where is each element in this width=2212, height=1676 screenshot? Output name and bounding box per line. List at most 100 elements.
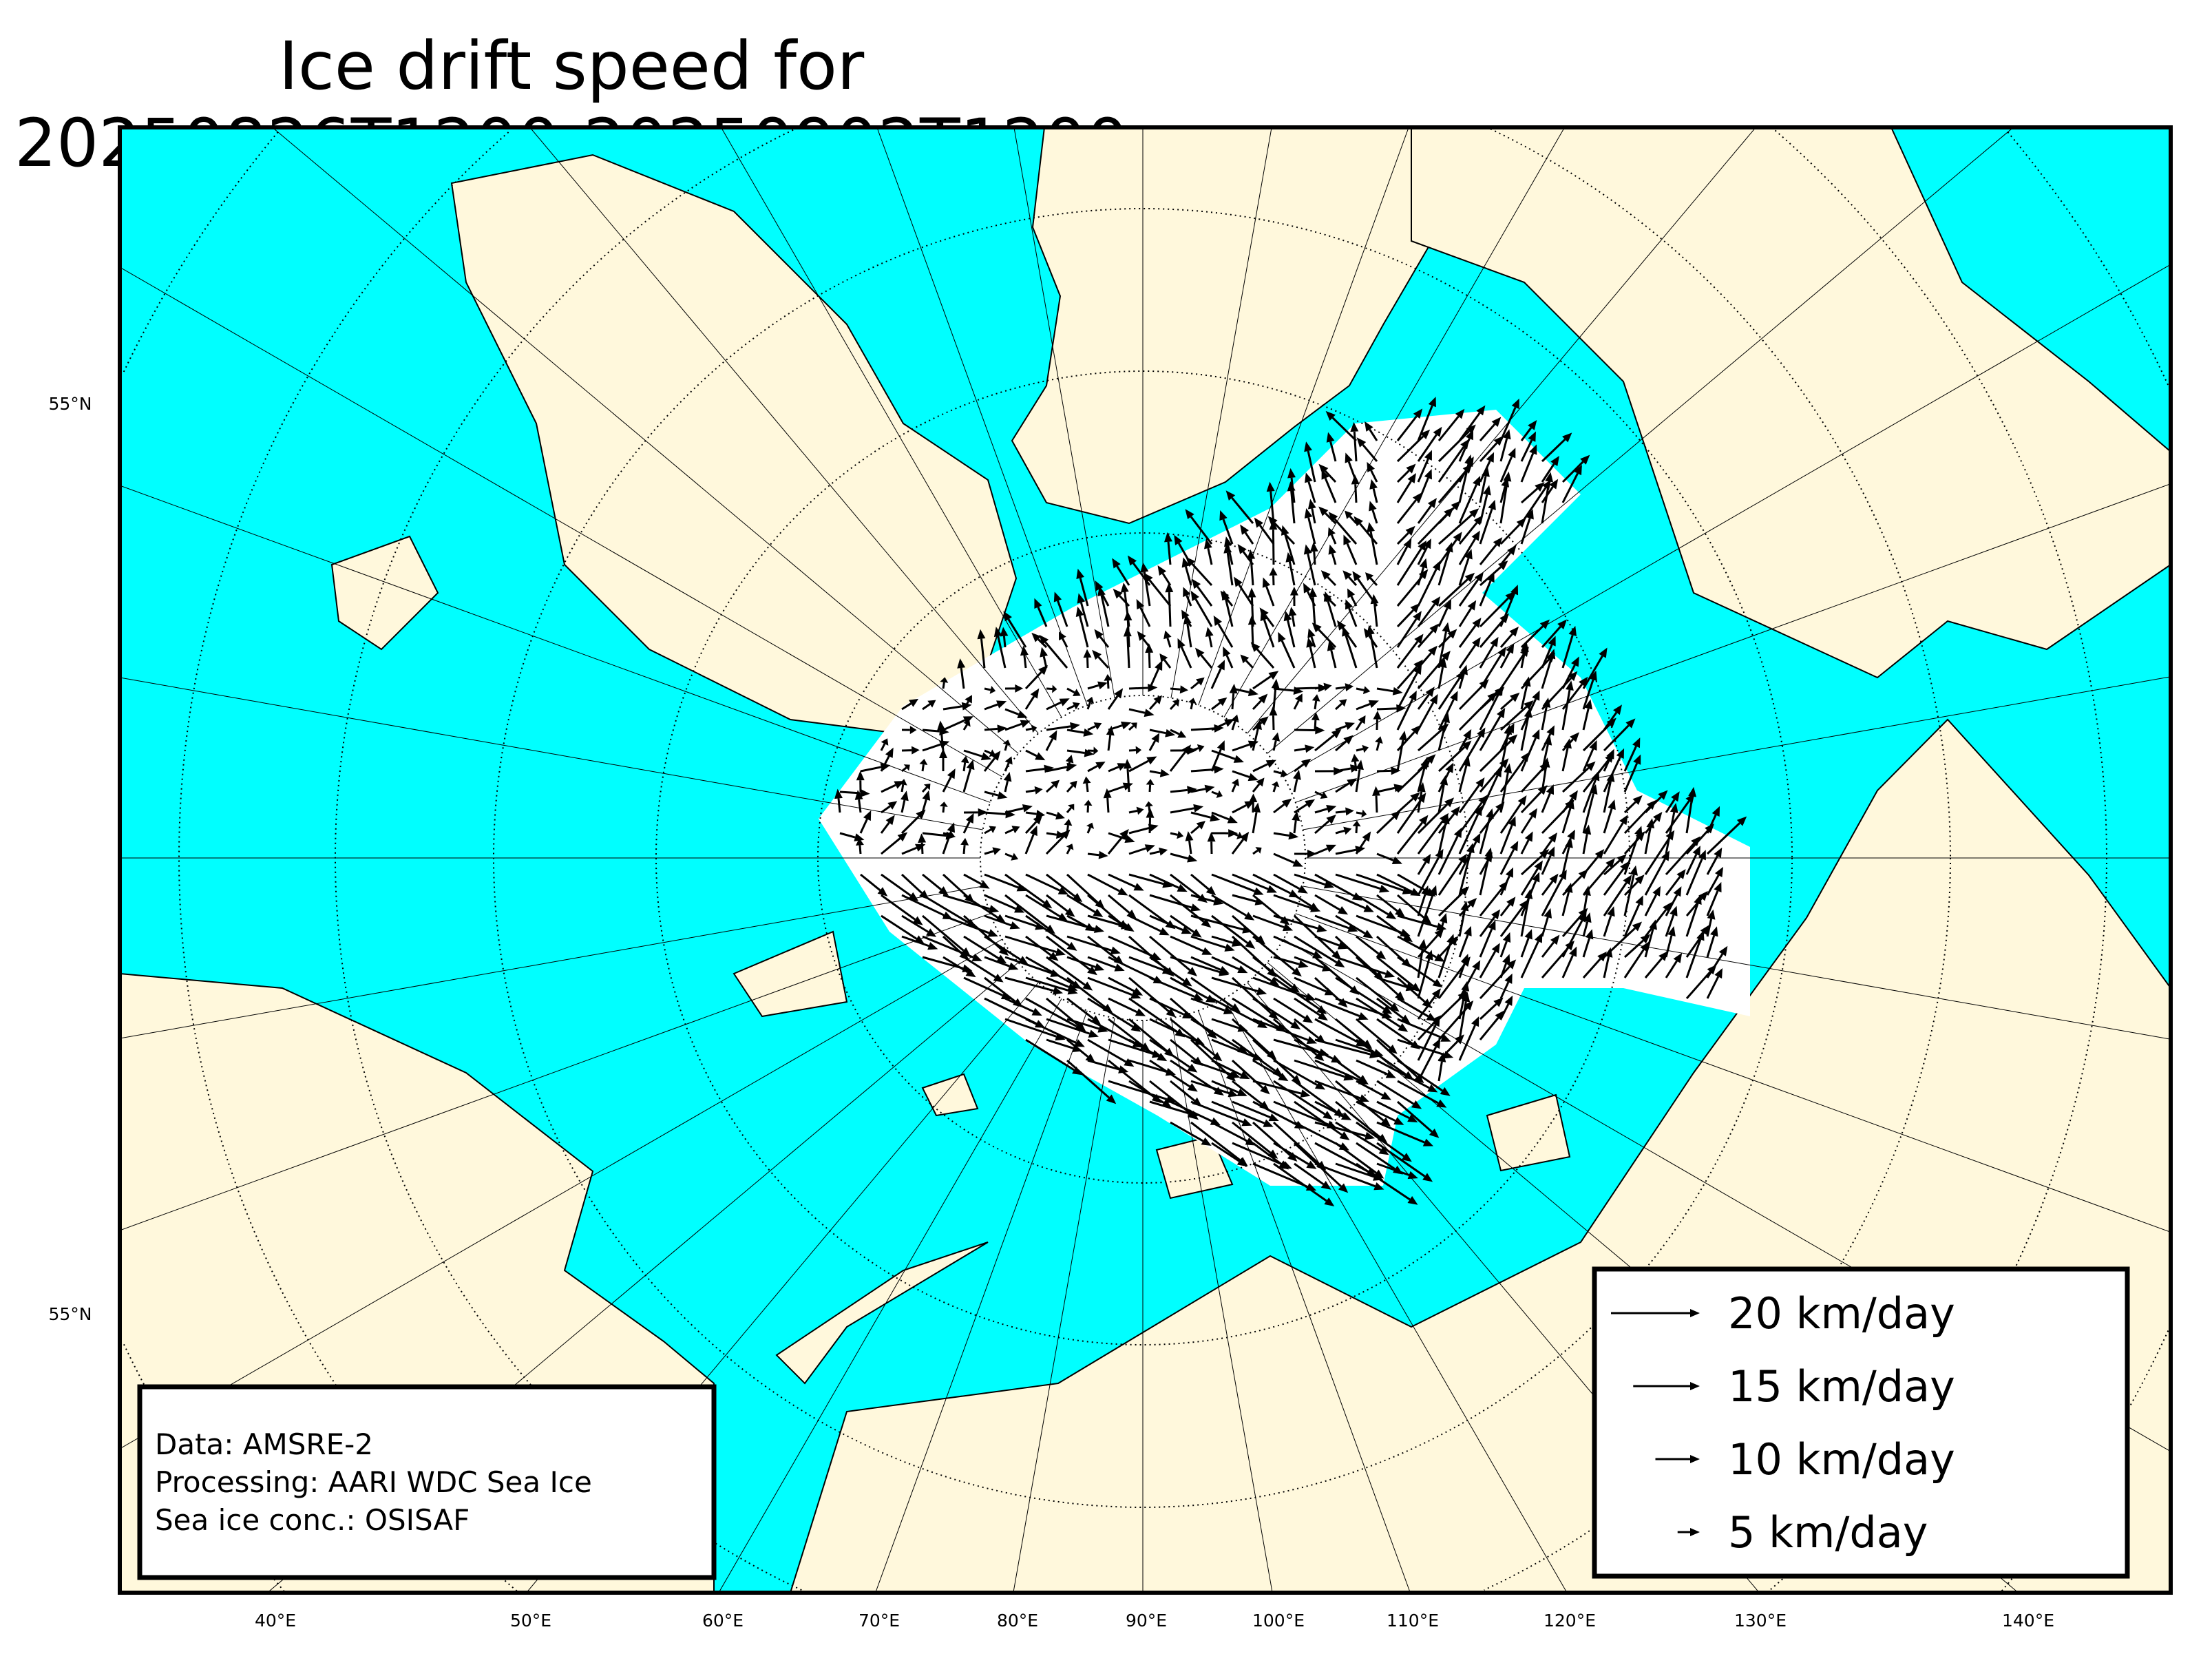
- drift-arrow: [984, 956, 1019, 970]
- drift-arrow: [1376, 784, 1404, 793]
- drift-arrow: [1335, 778, 1358, 793]
- meridian-line: [120, 939, 1002, 1449]
- drift-arrow: [1375, 736, 1383, 751]
- drift-arrow: [898, 779, 907, 793]
- drift-arrow: [1211, 873, 1264, 895]
- meridian-line: [1013, 1018, 1115, 1593]
- drift-arrow: [1665, 836, 1700, 876]
- drift-arrow: [1170, 852, 1198, 863]
- drift-arrow: [1145, 642, 1154, 669]
- drift-arrow: [963, 935, 1007, 964]
- drift-arrow: [1396, 792, 1420, 814]
- drift-arrow: [1355, 760, 1364, 793]
- drift-arrow: [1644, 919, 1657, 958]
- drift-arrow: [940, 677, 949, 689]
- drift-arrow: [834, 788, 843, 813]
- drift-arrow: [942, 914, 998, 937]
- legend-arrow-20: [1611, 1309, 1700, 1317]
- drift-arrow: [901, 764, 910, 773]
- drift-arrow: [984, 724, 1007, 733]
- drift-arrow: [1169, 699, 1180, 711]
- drift-arrow: [1499, 626, 1519, 648]
- meridian-line: [718, 998, 1062, 1593]
- drift-arrow: [1211, 1080, 1247, 1096]
- drift-arrow: [1376, 1162, 1418, 1180]
- drift-arrow: [901, 914, 937, 937]
- drift-arrow: [1136, 598, 1151, 627]
- drift-arrow: [1437, 691, 1458, 731]
- drift-arrow: [1066, 1059, 1117, 1104]
- franz-josef-land: [921, 1073, 979, 1117]
- drift-arrow: [1046, 1018, 1099, 1038]
- drift-arrow: [1356, 437, 1378, 462]
- drift-arrow: [860, 873, 888, 897]
- drift-arrow: [1561, 625, 1577, 669]
- drift-arrow: [1004, 935, 1066, 956]
- drift-arrow: [1685, 930, 1705, 978]
- drift-arrow: [1104, 673, 1113, 689]
- drift-arrow: [1205, 627, 1214, 648]
- meridian-line: [1198, 127, 1409, 706]
- drift-arrow: [1458, 777, 1485, 813]
- drift-arrow: [1025, 786, 1043, 795]
- drift-arrow: [1087, 956, 1125, 972]
- drift-arrow: [1252, 1038, 1302, 1085]
- drift-arrow: [1479, 613, 1509, 648]
- drift-arrow: [1128, 914, 1170, 936]
- new-siberian-islands: [1486, 1093, 1571, 1172]
- drift-arrow: [1499, 816, 1516, 855]
- drift-arrow: [1128, 746, 1142, 755]
- drift-arrow: [1293, 693, 1303, 710]
- drift-arrow: [1231, 976, 1278, 1020]
- drift-arrow: [1623, 865, 1638, 916]
- drift-arrow: [1417, 797, 1455, 835]
- legend-arrow-5: [1677, 1528, 1700, 1536]
- drift-arrow: [1458, 727, 1486, 772]
- lon-label: 50°E: [510, 1611, 551, 1631]
- drift-arrow: [1170, 1059, 1224, 1096]
- drift-arrow: [1292, 810, 1300, 834]
- drift-arrow: [1185, 831, 1194, 855]
- drift-arrow: [1561, 837, 1573, 875]
- drift-arrow: [1046, 830, 1066, 839]
- drift-arrow: [1232, 873, 1277, 893]
- drift-arrow: [1269, 567, 1278, 586]
- drift-arrow: [1273, 935, 1323, 959]
- drift-arrow: [1273, 1142, 1317, 1169]
- drift-arrow: [1335, 914, 1373, 939]
- drift-arrow: [1211, 1059, 1250, 1080]
- lon-label: 130°E: [1734, 1611, 1787, 1631]
- meridian-line: [272, 127, 1019, 754]
- drift-arrow: [1356, 686, 1371, 695]
- drift-arrow: [1582, 699, 1593, 731]
- drift-arrow: [921, 783, 931, 793]
- drift-arrow: [993, 627, 1007, 669]
- drift-arrow: [1066, 914, 1096, 932]
- drift-arrow: [1318, 506, 1337, 525]
- drift-arrow: [1273, 1059, 1326, 1090]
- drift-arrow: [1623, 754, 1641, 793]
- drift-arrow: [942, 768, 956, 793]
- drift-arrow: [1328, 512, 1358, 545]
- drift-vectors: [834, 397, 1747, 1207]
- drift-arrow: [1273, 976, 1327, 1014]
- drift-arrow: [1582, 784, 1598, 834]
- drift-arrow: [1066, 804, 1075, 813]
- drift-arrow: [1541, 455, 1559, 483]
- drift-arrow: [1561, 869, 1588, 897]
- drift-arrow: [1520, 785, 1548, 814]
- drift-arrow: [1087, 1038, 1135, 1067]
- drift-arrow: [1458, 691, 1497, 731]
- drift-arrow: [1520, 831, 1533, 855]
- drift-arrow: [1437, 713, 1450, 751]
- drift-arrow: [880, 747, 894, 772]
- lon-label: 120°E: [1544, 1611, 1596, 1631]
- drift-arrow: [1004, 852, 1019, 861]
- drift-arrow: [1396, 633, 1424, 669]
- drift-arrow: [1500, 692, 1520, 711]
- drift-arrow: [1112, 558, 1130, 586]
- drift-arrow: [1318, 463, 1337, 483]
- drift-arrow: [859, 810, 872, 834]
- drift-arrow: [1046, 722, 1080, 731]
- drift-arrow: [1024, 688, 1040, 710]
